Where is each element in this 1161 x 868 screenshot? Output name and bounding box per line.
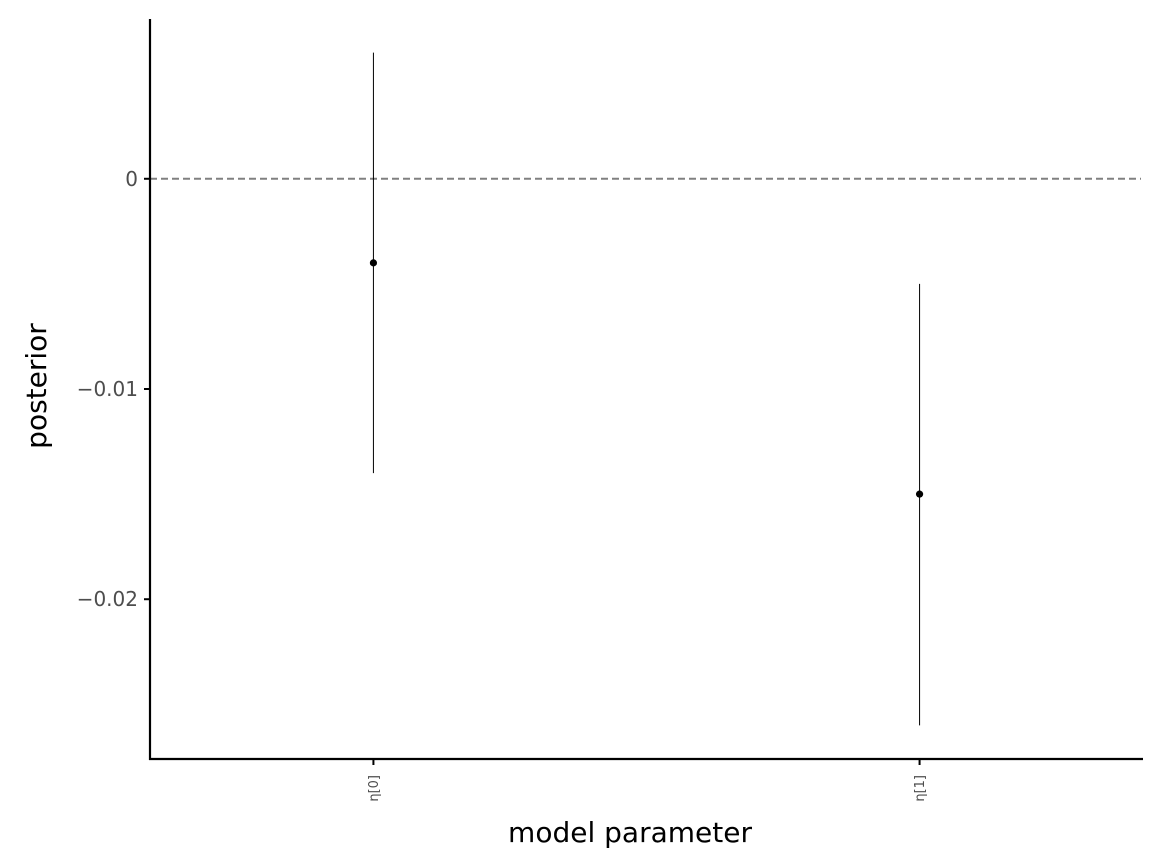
ticks-layer: 0 −0.01 −0.02 η[0] η[1] — [77, 167, 928, 802]
y-tick-label: −0.02 — [77, 587, 138, 611]
x-tick-label: η[0] — [367, 775, 382, 802]
x-tick-label: η[1] — [913, 775, 928, 802]
marks-layer — [369, 52, 924, 726]
y-tick-label: 0 — [125, 167, 138, 191]
x-axis-title: model parameter — [508, 816, 752, 849]
point-estimate — [369, 259, 378, 267]
point-estimate — [915, 490, 924, 498]
axes-layer — [148, 19, 1143, 761]
y-tick-label: −0.01 — [77, 377, 138, 401]
y-axis-title: posterior — [20, 323, 53, 449]
